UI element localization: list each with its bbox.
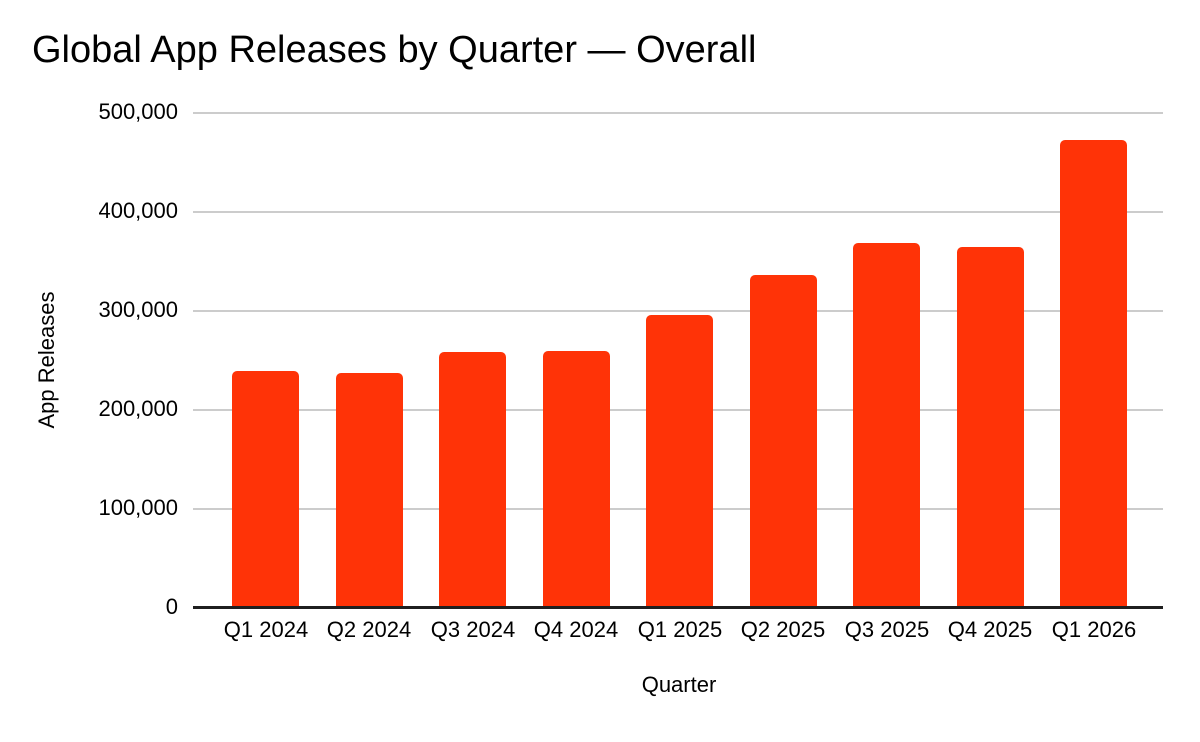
bar-q3-2024 <box>439 352 506 606</box>
x-tick-label: Q2 2024 <box>326 617 412 642</box>
y-tick-label: 400,000 <box>98 198 178 223</box>
x-tick-label: Q3 2024 <box>430 617 516 642</box>
x-axis-title: Quarter <box>641 672 717 697</box>
y-tick-label: 200,000 <box>98 396 178 421</box>
bar-q4-2024 <box>543 351 610 606</box>
x-tick-label: Q1 2024 <box>223 617 309 642</box>
bar-q1-2026 <box>1060 140 1127 606</box>
bar-q3-2025 <box>853 243 920 606</box>
gridline <box>193 211 1163 213</box>
x-tick-label: Q1 2026 <box>1051 617 1137 642</box>
x-tick-label: Q2 2025 <box>740 617 826 642</box>
y-tick-label: 300,000 <box>98 297 178 322</box>
gridline <box>193 310 1163 312</box>
y-tick-label: 0 <box>165 594 178 619</box>
bar-q2-2024 <box>336 373 403 606</box>
bar-q1-2025 <box>646 315 713 606</box>
y-tick-label: 500,000 <box>98 99 178 124</box>
x-tick-label: Q3 2025 <box>844 617 930 642</box>
bar-q1-2024 <box>232 371 299 606</box>
gridline <box>193 112 1163 114</box>
x-tick-label: Q4 2024 <box>533 617 619 642</box>
bar-q2-2025 <box>750 275 817 606</box>
bar-q4-2025 <box>957 247 1024 606</box>
x-tick-label: Q4 2025 <box>947 617 1033 642</box>
x-axis-line <box>193 606 1163 609</box>
y-tick-label: 100,000 <box>98 495 178 520</box>
x-tick-label: Q1 2025 <box>637 617 723 642</box>
chart-title: Global App Releases by Quarter — Overall <box>32 29 757 71</box>
